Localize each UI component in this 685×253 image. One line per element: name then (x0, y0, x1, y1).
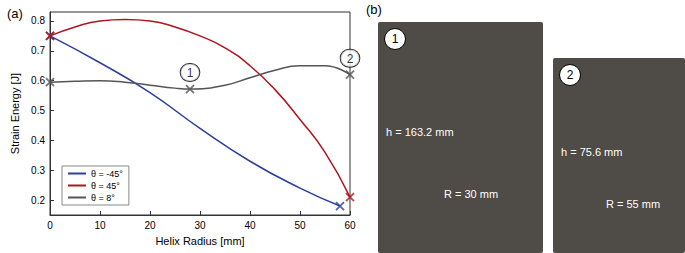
html-text:(b): (b) (366, 2, 382, 17)
svg-text:20: 20 (144, 220, 156, 231)
svg-text:0: 0 (47, 220, 53, 231)
svg-text:θ = -45°: θ = -45° (91, 169, 123, 179)
svg-text:(a): (a) (7, 6, 23, 21)
html-text:2: 2 (566, 68, 574, 82)
svg-text:30: 30 (194, 220, 206, 231)
html-text:R = 55 mm: R = 55 mm (606, 198, 661, 210)
svg-text:2: 2 (347, 52, 354, 66)
svg-text:Helix Radius [mm]: Helix Radius [mm] (155, 235, 244, 247)
svg-text:Strain Energy [J]: Strain Energy [J] (9, 73, 21, 154)
svg-text:60: 60 (344, 220, 356, 231)
svg-text:θ = 45°: θ = 45° (91, 181, 120, 191)
svg-text:0.4: 0.4 (31, 135, 45, 146)
svg-text:0.3: 0.3 (31, 165, 45, 176)
svg-text:0.7: 0.7 (31, 45, 45, 56)
html-text:h = 75.6 mm: h = 75.6 mm (561, 146, 623, 158)
html-text:R = 30 mm: R = 30 mm (444, 188, 499, 200)
html-text:1: 1 (391, 32, 399, 46)
svg-text:10: 10 (94, 220, 106, 231)
svg-text:0.5: 0.5 (31, 105, 45, 116)
svg-text:0.8: 0.8 (31, 15, 45, 26)
svg-text:40: 40 (244, 220, 256, 231)
svg-text:1: 1 (187, 66, 194, 80)
html-text:h = 163.2 mm: h = 163.2 mm (386, 126, 454, 138)
svg-text:0.6: 0.6 (31, 75, 45, 86)
svg-text:50: 50 (294, 220, 306, 231)
svg-text:θ = 8°: θ = 8° (91, 193, 115, 203)
svg-text:0.2: 0.2 (31, 195, 45, 206)
